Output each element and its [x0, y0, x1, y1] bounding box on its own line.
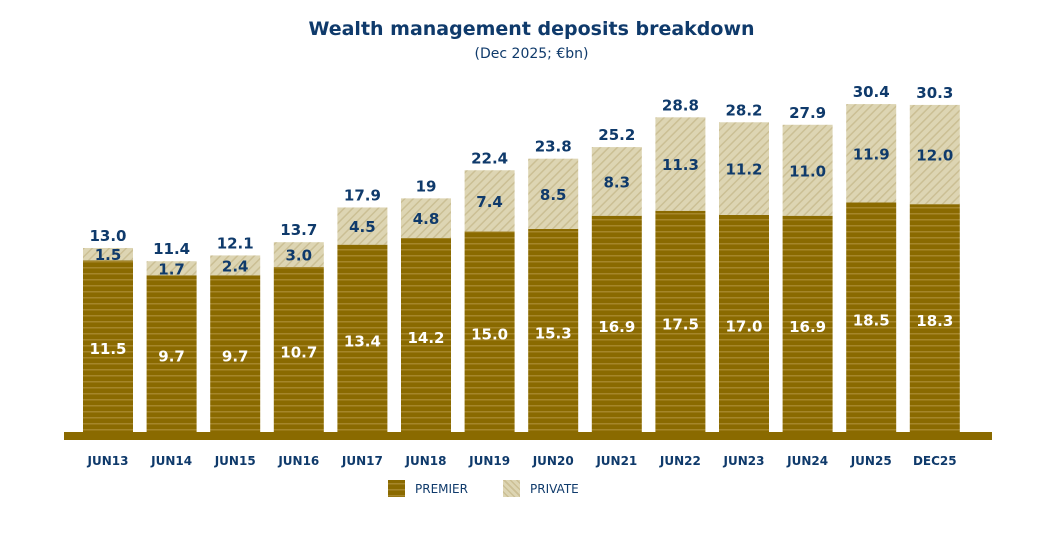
- bar-private: [273, 242, 324, 268]
- bar-premier: [146, 275, 197, 432]
- x-axis-line: [64, 432, 992, 440]
- data-label-total: 22.4: [471, 149, 508, 167]
- data-label-private: 8.3: [604, 173, 631, 191]
- bar-private: [846, 104, 897, 203]
- data-label-total: 27.9: [789, 104, 826, 122]
- data-label-total: 19: [416, 177, 437, 195]
- data-label-premier: 16.9: [598, 318, 635, 336]
- data-label-premier: 15.3: [535, 324, 572, 342]
- data-label-premier: 9.7: [158, 348, 185, 366]
- bar-premier: [401, 238, 451, 432]
- bar-premier: [464, 231, 515, 432]
- data-label-total: 17.9: [344, 186, 381, 204]
- data-label-premier: 13.4: [344, 332, 381, 350]
- data-label-premier: 16.9: [789, 318, 826, 336]
- bar-premier: [528, 228, 579, 432]
- data-label-total: 12.1: [217, 234, 254, 252]
- data-label-private: 1.5: [95, 246, 122, 264]
- x-tick-label: JUN20: [532, 454, 574, 468]
- bar-premier: [337, 244, 388, 432]
- data-label-premier: 9.7: [222, 348, 249, 366]
- bar-premier: [273, 267, 324, 432]
- x-tick-label: JUN15: [214, 454, 256, 468]
- legend-swatch-private: [503, 480, 520, 497]
- data-label-private: 2.4: [222, 257, 249, 275]
- chart-title: Wealth management deposits breakdown: [308, 18, 755, 40]
- data-label-total: 30.4: [853, 83, 890, 101]
- data-label-private: 11.9: [853, 145, 890, 163]
- data-label-total: 30.3: [916, 84, 953, 102]
- data-label-total: 25.2: [598, 126, 635, 144]
- x-tick-label: JUN18: [405, 454, 447, 468]
- data-label-total: 23.8: [535, 138, 572, 156]
- data-label-premier: 10.7: [280, 344, 317, 362]
- data-label-private: 4.5: [349, 218, 376, 236]
- data-label-private: 1.7: [158, 260, 185, 278]
- data-label-total: 13.7: [280, 221, 317, 239]
- data-label-private: 12.0: [916, 147, 953, 165]
- bar-premier: [909, 204, 960, 432]
- x-tick-label: JUN23: [723, 454, 765, 468]
- x-tick-label: JUN25: [850, 454, 892, 468]
- data-label-private: 3.0: [286, 247, 313, 265]
- bar-premier: [210, 275, 261, 432]
- chart-subtitle: (Dec 2025; €bn): [474, 46, 589, 62]
- data-label-premier: 18.3: [916, 312, 953, 330]
- x-tick-label: JUN14: [150, 454, 192, 468]
- data-label-total: 13.0: [89, 227, 126, 245]
- bar-premier: [655, 210, 706, 432]
- data-label-total: 28.8: [662, 96, 699, 114]
- bar-private: [464, 170, 515, 232]
- x-tick-label: JUN21: [595, 454, 637, 468]
- bar-private: [719, 122, 769, 215]
- data-label-private: 11.2: [725, 161, 762, 179]
- x-tick-label: JUN16: [277, 454, 319, 468]
- data-label-premier: 18.5: [853, 311, 890, 329]
- x-tick-label: JUN19: [468, 454, 510, 468]
- data-label-premier: 17.5: [662, 315, 699, 333]
- bar-private: [655, 117, 706, 211]
- data-label-premier: 14.2: [407, 329, 444, 347]
- legend-premier: PREMIER: [388, 480, 468, 497]
- bar-private: [401, 198, 451, 239]
- bar-private: [528, 158, 579, 229]
- bar-private: [782, 124, 833, 216]
- bar-premier: [591, 215, 642, 432]
- data-label-total: 28.2: [725, 101, 762, 119]
- data-label-private: 8.5: [540, 186, 567, 204]
- data-label-total: 11.4: [153, 240, 190, 258]
- data-label-premier: 15.0: [471, 326, 508, 344]
- legend-swatch-premier: [388, 480, 405, 497]
- legend-label: PRIVATE: [530, 481, 579, 496]
- legend-label: PREMIER: [415, 481, 468, 496]
- bar-premier: [719, 214, 769, 432]
- bar-private: [909, 104, 960, 205]
- data-label-premier: 17.0: [725, 317, 762, 335]
- bar-private: [210, 255, 261, 276]
- bar-private: [83, 247, 133, 261]
- bar-premier: [846, 202, 897, 432]
- bar-private: [337, 207, 388, 245]
- bar-private: [591, 147, 642, 216]
- data-label-private: 7.4: [476, 193, 503, 211]
- bar-private: [146, 261, 197, 276]
- x-tick-label: JUN13: [87, 454, 129, 468]
- bar-premier: [83, 260, 133, 432]
- x-tick-label: JUN24: [786, 454, 828, 468]
- data-label-premier: 11.5: [89, 340, 126, 358]
- legend-private: PRIVATE: [503, 480, 579, 497]
- data-label-private: 11.0: [789, 162, 826, 180]
- x-tick-label: JUN17: [341, 454, 383, 468]
- x-tick-label: JUN22: [659, 454, 701, 468]
- x-tick-label: DEC25: [913, 454, 957, 468]
- bar-premier: [782, 215, 833, 432]
- data-label-private: 4.8: [413, 210, 440, 228]
- data-label-private: 11.3: [662, 156, 699, 174]
